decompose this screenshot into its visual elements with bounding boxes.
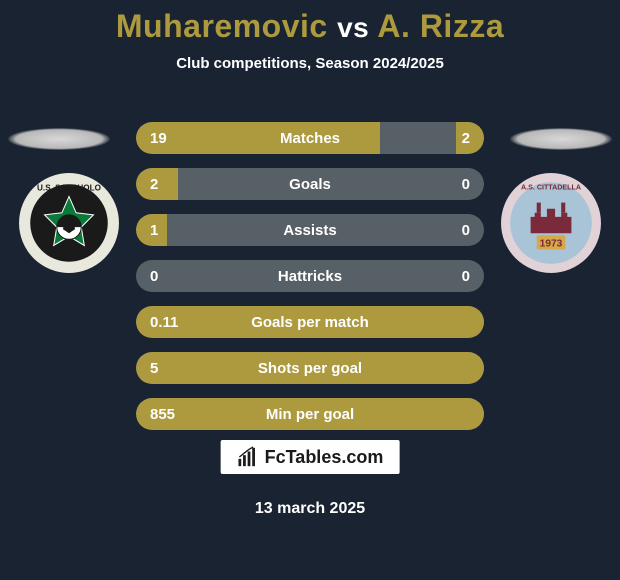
sassuolo-crest-icon: U.S. SASSUOLO	[18, 172, 120, 274]
stat-row: 1Assists0	[136, 214, 484, 246]
player1-name: Muharemovic	[116, 8, 328, 44]
stat-label: Shots per goal	[136, 352, 484, 384]
stat-value-right: 0	[462, 168, 470, 200]
svg-text:1973: 1973	[540, 238, 563, 249]
stats-panel: 19Matches22Goals01Assists00Hattricks00.1…	[136, 122, 484, 444]
club-badge-cittadella: A.S. CITTADELLA 1973	[500, 172, 602, 274]
page-title: Muharemovic vs A. Rizza	[0, 8, 620, 45]
subtitle: Club competitions, Season 2024/2025	[0, 55, 620, 72]
comparison-card: Muharemovic vs A. Rizza Club competition…	[0, 0, 620, 580]
club-badge-sassuolo: U.S. SASSUOLO	[18, 172, 120, 274]
svg-text:U.S. SASSUOLO: U.S. SASSUOLO	[37, 183, 101, 192]
stat-label: Goals per match	[136, 306, 484, 338]
player2-name: A. Rizza	[377, 8, 504, 44]
svg-text:A.S. CITTADELLA: A.S. CITTADELLA	[521, 183, 581, 191]
stat-label: Min per goal	[136, 398, 484, 430]
stat-label: Hattricks	[136, 260, 484, 292]
cittadella-crest-icon: A.S. CITTADELLA 1973	[500, 172, 602, 274]
stat-row: 0Hattricks0	[136, 260, 484, 292]
brand-badge: FcTables.com	[221, 440, 400, 474]
stat-row: 0.11Goals per match	[136, 306, 484, 338]
footer-date: 13 march 2025	[0, 500, 620, 518]
title-vs: vs	[337, 12, 369, 43]
stat-row: 5Shots per goal	[136, 352, 484, 384]
fctables-logo-icon	[237, 446, 259, 468]
stat-label: Assists	[136, 214, 484, 246]
stat-value-right: 2	[462, 122, 470, 154]
stat-label: Matches	[136, 122, 484, 154]
player1-silhouette-shadow	[8, 128, 110, 150]
stat-row: 2Goals0	[136, 168, 484, 200]
stat-value-right: 0	[462, 260, 470, 292]
brand-name: FcTables.com	[265, 447, 384, 468]
stat-label: Goals	[136, 168, 484, 200]
stat-row: 855Min per goal	[136, 398, 484, 430]
stat-value-right: 0	[462, 214, 470, 246]
stat-row: 19Matches2	[136, 122, 484, 154]
player2-silhouette-shadow	[510, 128, 612, 150]
